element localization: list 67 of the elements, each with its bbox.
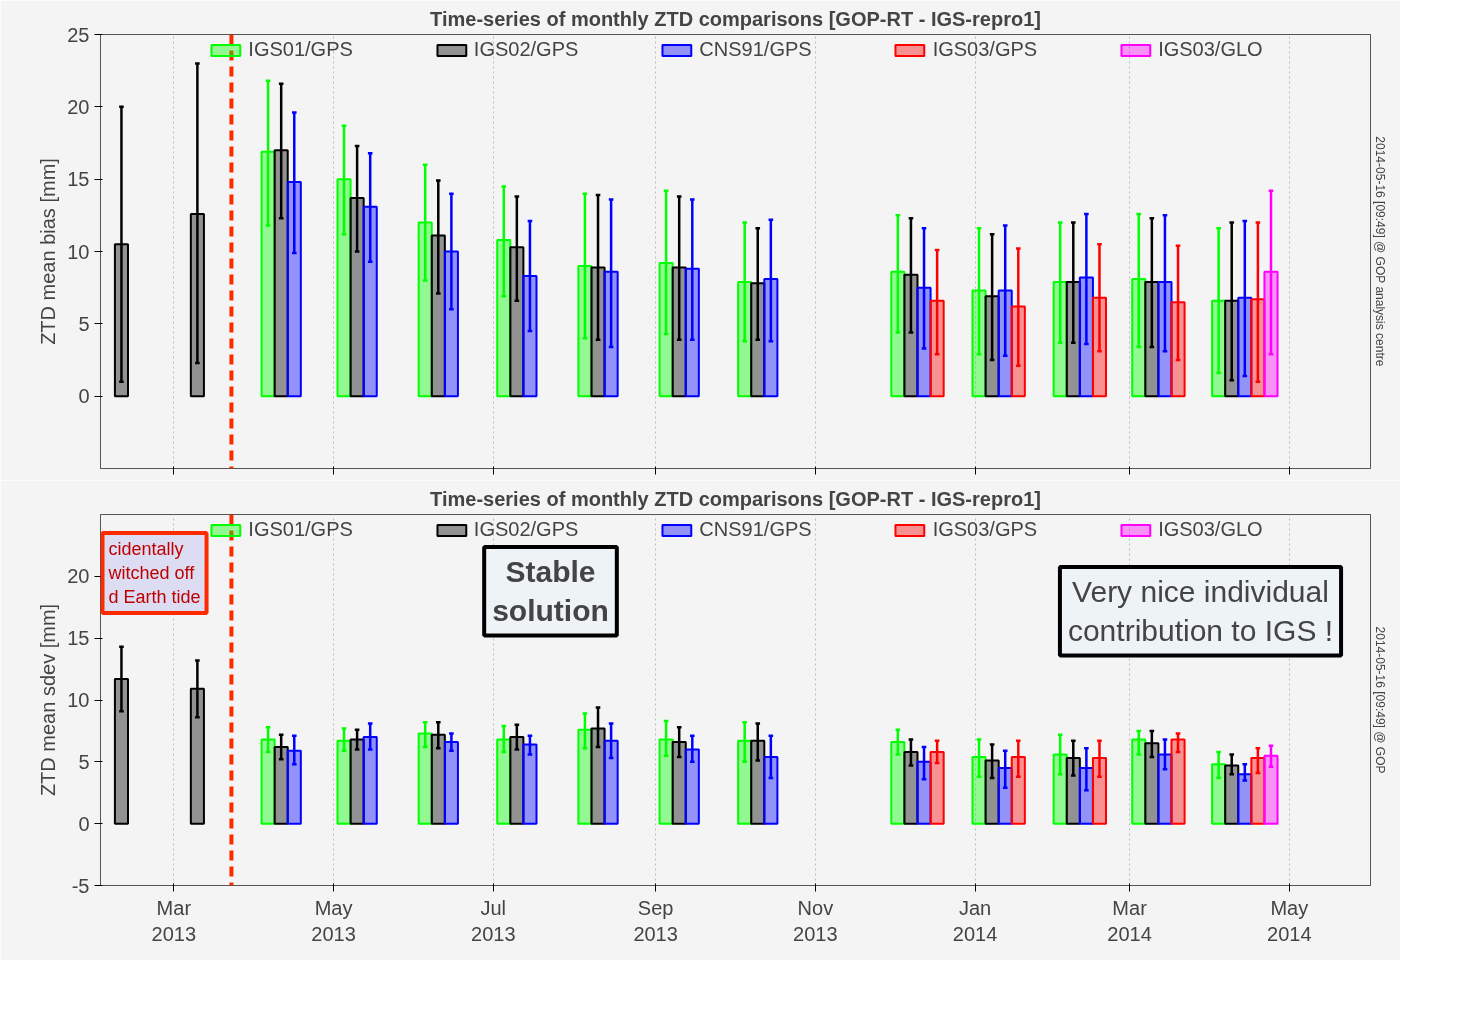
y-tick-label: 5 <box>78 312 90 335</box>
y-axis-title: ZTD mean sdev [mm] <box>37 603 60 797</box>
x-tick-label: Mar 2014 <box>1107 896 1152 945</box>
bar <box>603 739 619 825</box>
bar <box>916 286 932 398</box>
legend-label: CNS91/GPS <box>699 518 812 541</box>
legend-label: IGS01/GPS <box>248 38 353 61</box>
annotation: Very nice individual contribution to IGS ! <box>1067 574 1334 648</box>
bar <box>1170 738 1186 825</box>
bar <box>1263 754 1279 825</box>
y-tick-label: 10 <box>67 240 90 263</box>
y-tick-label: 0 <box>78 385 90 408</box>
bar <box>286 181 302 398</box>
legend-label: IGS03/GLO <box>1158 38 1263 61</box>
bar <box>336 739 352 825</box>
bar <box>929 299 945 398</box>
y-tick-label: 0 <box>78 812 90 835</box>
y-axis-title: ZTD mean bias [mm] <box>37 158 60 345</box>
y-tick-label: -5 <box>71 874 90 897</box>
legend-label: CNS91/GPS <box>699 38 812 61</box>
bar <box>971 755 987 825</box>
bar <box>603 270 619 398</box>
x-tick-label: May 2014 <box>1267 896 1312 945</box>
y-tick-label: 15 <box>67 168 90 191</box>
bar <box>929 750 945 825</box>
y-tick-label: 20 <box>67 565 90 588</box>
bar <box>890 741 906 825</box>
bar <box>1170 301 1186 398</box>
bar <box>522 743 538 825</box>
legend-label: IGS03/GPS <box>932 518 1038 541</box>
text: 2014-05-16 [09:49] @ GOP analysis centre <box>1372 136 1387 367</box>
legend-label: IGS02/GPS <box>473 518 579 541</box>
bar <box>1263 270 1279 398</box>
chart-title: Time-series of monthly ZTD comparisons [GOP-RT - IGS-repro1] <box>430 487 1041 510</box>
bar <box>362 736 378 825</box>
y-tick-label: 25 <box>67 23 90 46</box>
y-tick-label: 20 <box>67 95 90 118</box>
bar <box>362 205 378 398</box>
x-tick-label: Sep 2013 <box>633 896 678 945</box>
legend-label: IGS01/GPS <box>248 518 353 541</box>
annotation: cidentally witched off d Earth tide <box>107 539 201 608</box>
annotation: Stable solution <box>492 554 609 628</box>
y-tick-label: 5 <box>78 750 90 773</box>
bar <box>336 178 352 398</box>
bar <box>1010 305 1026 398</box>
legend-label: IGS03/GLO <box>1158 518 1263 541</box>
y-tick-label: 10 <box>67 689 90 711</box>
x-tick-label: Jul 2013 <box>471 896 516 945</box>
text: 2014-05-16 [09:49] @ GOP <box>1372 626 1387 774</box>
bar <box>286 749 302 825</box>
bar <box>1144 742 1160 825</box>
x-tick-label: Nov 2013 <box>793 896 838 945</box>
legend-label: IGS03/GPS <box>932 38 1038 61</box>
bar <box>1091 296 1108 398</box>
x-tick-label: May 2013 <box>311 896 356 945</box>
bar <box>1010 755 1026 825</box>
bar <box>916 760 932 825</box>
x-tick-label: Jan 2014 <box>952 896 998 945</box>
chart-title: Time-series of monthly ZTD comparisons [GOP-RT - IGS-repro1] <box>430 7 1041 30</box>
y-tick-label: 15 <box>67 627 90 650</box>
bar <box>443 741 459 825</box>
legend-label: IGS02/GPS <box>473 38 579 61</box>
bar <box>522 275 538 398</box>
x-tick-label: Mar 2013 <box>151 896 197 945</box>
bar <box>189 687 205 825</box>
bar <box>443 250 459 398</box>
bar <box>1091 757 1108 825</box>
